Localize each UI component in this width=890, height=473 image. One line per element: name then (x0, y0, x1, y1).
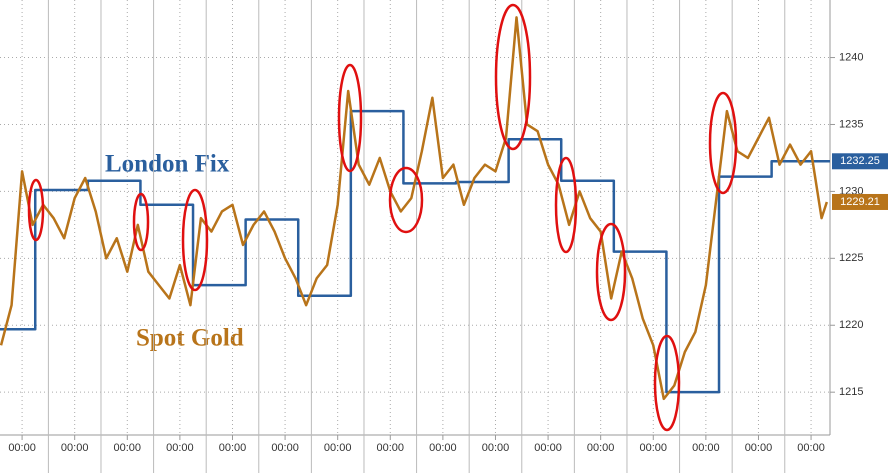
annotation: London Fix (105, 151, 230, 178)
highlight (181, 188, 209, 292)
x-tick-label: 00:00 (324, 442, 352, 454)
highlight (132, 192, 150, 252)
x-tick-label: 00:00 (61, 442, 89, 454)
last-value-box (832, 193, 888, 210)
highlight (595, 222, 627, 322)
x-tick-label: 00:00 (377, 442, 405, 454)
highlight (653, 334, 681, 432)
last-value-label: 1229.21 (840, 196, 880, 208)
x-tick-label: 00:00 (114, 442, 142, 454)
x-tick-label: 00:00 (219, 442, 247, 454)
y-tick-label: 1215 (839, 386, 863, 398)
x-tick-label: 00:00 (429, 442, 457, 454)
highlight (554, 156, 578, 254)
highlight (494, 3, 532, 151)
x-tick-label: 00:00 (692, 442, 720, 454)
y-tick-label: 1225 (839, 252, 863, 264)
x-tick-label: 00:00 (587, 442, 615, 454)
last-value-box (832, 153, 888, 170)
y-tick-label: 1220 (839, 319, 863, 331)
highlight (388, 166, 424, 234)
x-tick-label: 00:00 (271, 442, 299, 454)
x-tick-label: 00:00 (8, 442, 36, 454)
x-tick-label: 00:00 (797, 442, 825, 454)
series-line (0, 109, 830, 394)
highlight-circles (27, 3, 738, 432)
y-tick-label: 1235 (839, 118, 863, 130)
last-value-label: 1232.25 (840, 155, 880, 167)
y-tick-label: 1240 (839, 51, 863, 63)
x-tick-label: 00:00 (640, 442, 668, 454)
highlight (708, 91, 738, 195)
x-tick-label: 00:00 (482, 442, 510, 454)
x-tick-label: 00:00 (534, 442, 562, 454)
series-line (0, 16, 829, 401)
highlight (27, 178, 45, 242)
highlight (337, 63, 363, 173)
annotation: Spot Gold (136, 325, 244, 352)
x-tick-label: 00:00 (166, 442, 194, 454)
x-tick-label: 00:00 (745, 442, 773, 454)
